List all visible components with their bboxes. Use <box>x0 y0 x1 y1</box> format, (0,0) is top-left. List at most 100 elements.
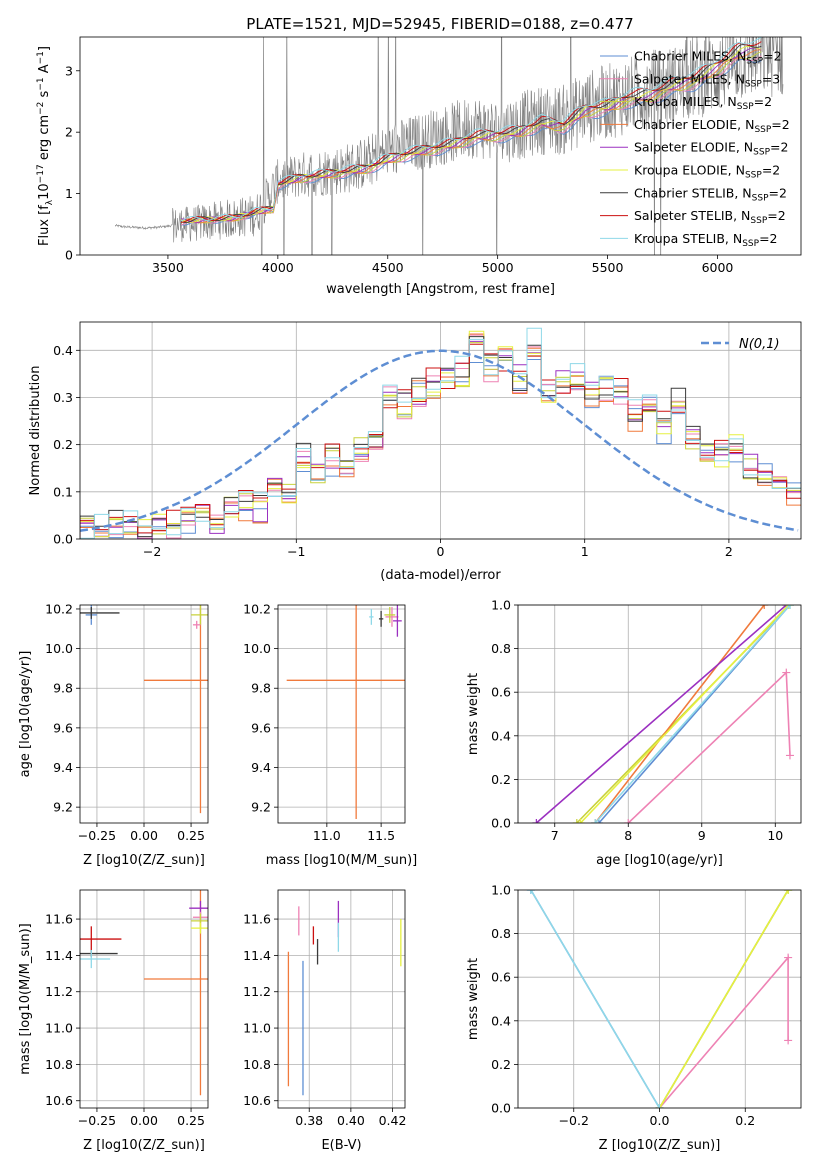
axes-frame <box>79 889 209 1109</box>
plot-area <box>80 327 801 539</box>
legend-label-7: Salpeter STELIB, NSSP=2 <box>634 208 786 226</box>
x-tick-label: −0.2 <box>559 1113 589 1128</box>
y-tick-label: 11.6 <box>45 912 73 927</box>
y-tick-label: 0.8 <box>491 641 511 656</box>
y-tick-label: 0.2 <box>53 437 73 452</box>
legend-label-1: Salpeter MILES, NSSP=3 <box>634 71 780 89</box>
weight-marker <box>782 668 791 677</box>
y-tick-label: 10.8 <box>243 1057 271 1072</box>
y-tick-label: 1.0 <box>491 883 511 898</box>
plot-area <box>532 605 794 823</box>
plot-area <box>526 890 793 1108</box>
axes-frame <box>79 36 802 256</box>
x-tick-label: 0.0 <box>650 1113 670 1128</box>
weight-marker <box>572 819 581 823</box>
legend-label-3: Chabrier ELODIE, NSSP=2 <box>634 117 790 135</box>
plot-area <box>287 900 402 1096</box>
legend-label-2: Kroupa MILES, NSSP=2 <box>634 94 772 112</box>
x-tick-label: −1 <box>287 544 305 559</box>
y-tick-label: 10.0 <box>45 641 73 656</box>
y-tick-label: 11.4 <box>243 948 271 963</box>
y-tick-label: 9.2 <box>53 800 73 815</box>
x-tick-label: 0.25 <box>177 1113 205 1128</box>
x-tick-label: 4500 <box>372 260 404 275</box>
x-axis-label: Z [log10(Z/Z_sun)] <box>83 853 205 868</box>
axes-frame <box>79 604 209 824</box>
x-axis-label: age [log10(age/yr)] <box>596 853 723 868</box>
y-tick-label: 11.0 <box>243 1021 271 1036</box>
x-axis-label: mass [log10(M/M_sun)] <box>266 853 418 868</box>
weight-marker <box>526 890 535 894</box>
x-axis-label: E(B-V) <box>321 1138 361 1153</box>
figure-title: PLATE=1521, MJD=52945, FIBERID=0188, z=0… <box>246 15 633 33</box>
y-tick-label: 0.0 <box>491 816 511 831</box>
axes-frame <box>277 889 406 1109</box>
x-tick-label: 0.40 <box>337 1113 365 1128</box>
x-tick-label: 8 <box>624 828 632 843</box>
y-tick-label: 11.2 <box>45 984 73 999</box>
x-axis-label: wavelength [Angstrom, rest frame] <box>326 282 555 297</box>
panel-residuals: −2 −1 0 1 2 0.0 0.1 0.2 0.3 0.4 N(0,1) (data-model)… <box>28 321 802 583</box>
grid <box>278 890 405 1108</box>
weight-line-5 <box>579 605 790 823</box>
x-tick-label: 11.0 <box>313 828 341 843</box>
weight-marker <box>655 1104 664 1108</box>
x-axis-label: (data-model)/error <box>380 568 501 583</box>
x-tick-label: −2 <box>143 544 161 559</box>
panel-mass-vs-EBV: 0.38 0.40 0.42 10.6 10.8 11.0 11.2 11.4 11.6 E(B-… <box>243 889 407 1153</box>
y-tick-label: 9.6 <box>53 720 73 735</box>
panel-weight-vs-Z: −0.2 0.0 0.2 0.0 0.2 0.4 0.6 0.8 1.0 Z [log10(Z/Z… <box>466 883 802 1153</box>
x-tick-label: −0.25 <box>78 828 116 843</box>
plot-area <box>80 605 208 814</box>
x-axis-label: Z [log10(Z/Z_sun)] <box>599 1138 721 1153</box>
weight-marker <box>784 890 793 894</box>
weight-line-3 <box>594 605 765 823</box>
histogram-7 <box>80 343 801 539</box>
y-axis-label: Normed distribution <box>28 366 43 496</box>
legend-label-8: Kroupa STELIB, NSSP=2 <box>634 231 778 249</box>
grid <box>80 322 801 540</box>
y-tick-label: 11.0 <box>45 1021 73 1036</box>
y-axis-label: mass [log10(M/M_sun)] <box>18 923 33 1075</box>
y-tick-label: 9.8 <box>53 681 73 696</box>
x-tick-label: 0.42 <box>379 1113 407 1128</box>
plot-area <box>114 37 784 255</box>
legend-label-6: Chabrier STELIB, NSSP=2 <box>634 185 787 203</box>
y-axis-label: mass weight <box>466 958 481 1040</box>
weight-line-1 <box>658 955 789 1108</box>
y-tick-label: 10.6 <box>45 1093 73 1108</box>
legend-label-0: Chabrier MILES, NSSP=2 <box>634 49 782 67</box>
y-tick-label: 9.6 <box>251 720 271 735</box>
weight-line-3 <box>658 890 789 1108</box>
y-tick-label: 1.0 <box>491 598 511 613</box>
x-tick-label: 0.00 <box>130 1113 158 1128</box>
y-tick-label: 0.8 <box>491 926 511 941</box>
weight-marker <box>785 751 794 760</box>
y-axis-label: age [log10(age/yr)] <box>18 651 33 778</box>
plot-area <box>286 605 405 820</box>
y-axis-label: mass weight <box>466 673 481 755</box>
y-tick-label: 0.6 <box>491 970 511 985</box>
y-tick-label: 9.8 <box>251 681 271 696</box>
weight-marker <box>785 605 794 609</box>
grid <box>518 889 801 1109</box>
x-tick-label: 4000 <box>262 260 294 275</box>
grid <box>80 890 208 1108</box>
gaussian-curve <box>80 349 799 532</box>
x-tick-label: 0.25 <box>177 828 205 843</box>
y-tick-label: 0.2 <box>491 772 511 787</box>
y-tick-label: 0.4 <box>53 343 73 358</box>
y-tick-label: 10.2 <box>45 601 73 616</box>
x-tick-label: 1 <box>581 544 589 559</box>
axes-frame <box>277 604 406 824</box>
x-tick-label: −0.25 <box>78 1113 116 1128</box>
weight-marker <box>591 819 600 823</box>
y-tick-label: 0.1 <box>53 484 73 499</box>
y-tick-label: 0.3 <box>53 390 73 405</box>
y-tick-label: 9.4 <box>53 760 73 775</box>
x-tick-label: 7 <box>551 828 559 843</box>
weight-marker <box>576 819 585 823</box>
grid <box>278 605 405 823</box>
y-axis-label: Flux [fλ10−17 erg cm−2 s−1 A−1] <box>36 46 55 246</box>
